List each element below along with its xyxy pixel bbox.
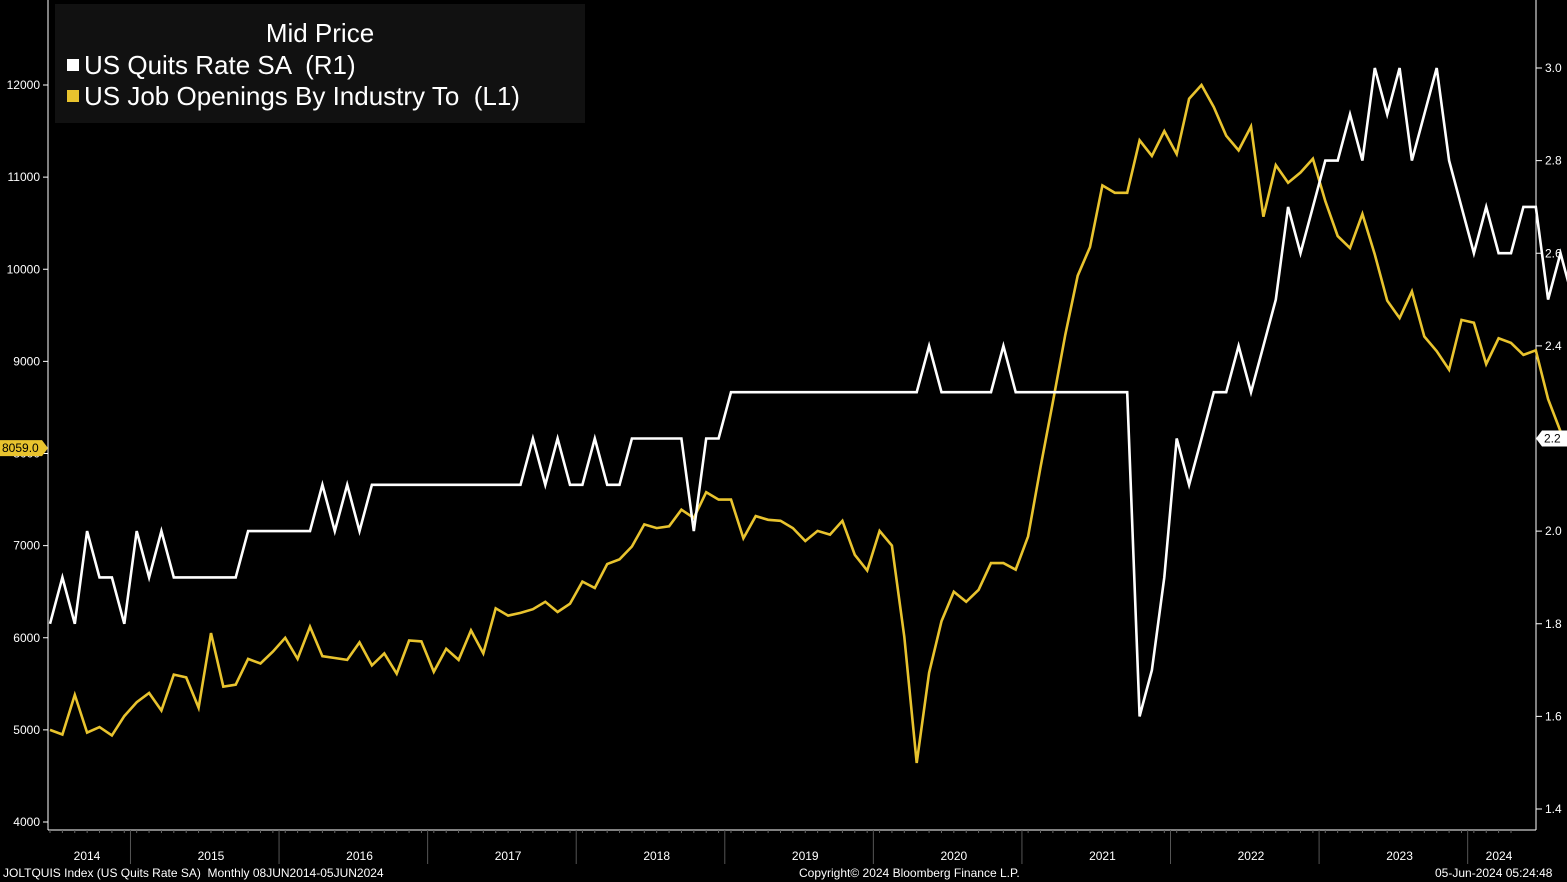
- x-year-label: 2014: [74, 849, 101, 863]
- x-year-label: 2019: [792, 849, 819, 863]
- left-last-value-text: 8059.0: [2, 441, 39, 455]
- legend-label-job-openings: US Job Openings By Industry To (L1): [84, 81, 520, 111]
- right-last-value-tag: [1536, 430, 1567, 447]
- legend-swatch-job-openings: [67, 90, 79, 103]
- right-tick-label: 2.8: [1545, 154, 1562, 168]
- series-line-job-openings: [49, 82, 1562, 764]
- legend-item-job-openings: US Job Openings By Industry To (L1): [67, 81, 520, 112]
- right-last-value-text: 2.2: [1544, 432, 1561, 446]
- x-year-label: 2024: [1486, 849, 1513, 863]
- x-year-label: 2022: [1238, 849, 1265, 863]
- left-tick-label: 11000: [8, 170, 41, 184]
- legend-item-quits-rate: US Quits Rate SA (R1): [67, 50, 356, 81]
- right-tick-label: 1.4: [1545, 802, 1562, 816]
- x-year-label: 2017: [495, 849, 522, 863]
- right-tick-label: 1.6: [1545, 709, 1562, 723]
- legend-label-quits-rate: US Quits Rate SA (R1): [84, 50, 356, 80]
- x-year-label: 2021: [1089, 849, 1116, 863]
- series-layer: [48, 67, 1567, 764]
- x-year-label: 2018: [643, 849, 670, 863]
- left-tick-label: 10000: [7, 262, 41, 276]
- left-tick-label: 4000: [13, 815, 40, 829]
- legend-title: Mid Price: [265, 18, 375, 48]
- left-tick-label: 5000: [13, 723, 40, 737]
- last-value-labels: 8059.0 2.2: [0, 430, 1567, 457]
- right-tick-label: 2.4: [1545, 339, 1562, 353]
- left-tick-label: 9000: [13, 354, 40, 368]
- x-year-label: 2016: [346, 849, 373, 863]
- footer-copyright: Copyright© 2024 Bloomberg Finance L.P.: [799, 866, 1020, 880]
- right-tick-label: 3.0: [1545, 61, 1562, 75]
- legend-box: Mid Price US Quits Rate SA (R1) US Job O…: [55, 4, 585, 123]
- legend-swatch-quits-rate: [67, 59, 79, 72]
- left-tick-label: 7000: [13, 539, 40, 553]
- series-line-quits-rate: [48, 67, 1567, 717]
- footer-timestamp: 05-Jun-2024 05:24:48: [1435, 866, 1553, 880]
- right-tick-label: 2.6: [1545, 246, 1562, 260]
- left-last-value-tag: [0, 440, 48, 457]
- x-year-label: 2023: [1386, 849, 1413, 863]
- left-tick-label: 12000: [7, 78, 41, 92]
- x-year-label: 2015: [198, 849, 225, 863]
- left-tick-label: 6000: [13, 631, 40, 645]
- x-year-label: 2020: [940, 849, 967, 863]
- right-tick-label: 1.8: [1545, 617, 1562, 631]
- axes: 4000500060007000800090001000011000120001…: [7, 0, 1562, 864]
- footer-source: JOLTQUIS Index (US Quits Rate SA) Monthl…: [3, 866, 384, 880]
- right-tick-label: 2.0: [1545, 524, 1562, 538]
